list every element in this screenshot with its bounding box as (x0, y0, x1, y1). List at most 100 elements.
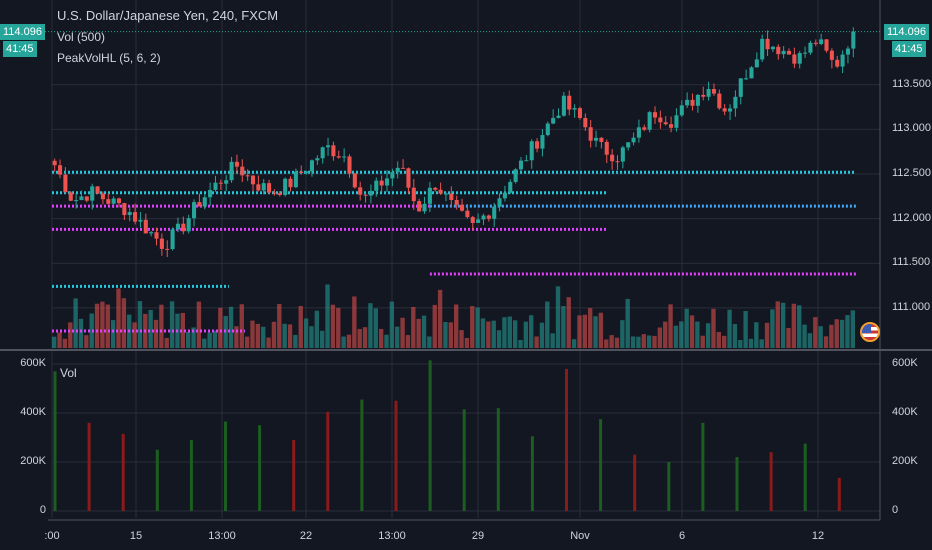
volume-overlay-bar (121, 298, 127, 348)
time-axis-label: 13:00 (378, 530, 406, 542)
candle-body (583, 117, 588, 128)
volume-overlay-bar (78, 318, 84, 348)
candle-body (786, 50, 792, 55)
candle-body (116, 198, 122, 204)
candle-body (433, 187, 438, 190)
volume-bar (428, 360, 432, 511)
candle-body (277, 193, 282, 196)
indicator-peakvolhl-legend[interactable]: PeakVolHL (5, 6, 2) (57, 51, 161, 65)
candle-body (315, 158, 320, 161)
volume-overlay-bar (389, 301, 395, 348)
candle-body (669, 124, 674, 128)
time-axis-label: 22 (299, 530, 313, 542)
volume-overlay-bar (282, 323, 287, 348)
volume-axis-label-left: 0 (39, 504, 46, 516)
volume-overlay-bar (636, 336, 641, 348)
candle-body (342, 156, 347, 158)
candle-body (229, 161, 234, 181)
candle-body (336, 156, 341, 158)
volume-overlay-bar (110, 320, 116, 348)
candle-body (803, 52, 808, 54)
candle-body (770, 46, 775, 50)
volume-overlay-bar (314, 310, 319, 348)
us-flag-event-icon[interactable] (860, 322, 880, 342)
candle-body (722, 108, 727, 112)
candle-body (395, 167, 400, 173)
candle-body (63, 174, 68, 193)
indicator-vol-legend[interactable]: Vol (500) (57, 30, 106, 44)
candle-body (320, 147, 325, 159)
candle-body (733, 96, 738, 109)
candle-body (690, 99, 695, 106)
volume-overlay-bar (373, 308, 378, 348)
volume-overlay-bar (378, 328, 384, 348)
volume-bar (53, 371, 57, 511)
volume-overlay-bar (502, 317, 507, 348)
candle-body (186, 218, 191, 232)
volume-overlay-bar (400, 317, 405, 348)
volume-overlay-bar (202, 338, 207, 348)
candle-body (572, 108, 577, 110)
candle-body (728, 108, 733, 112)
candle-body (245, 175, 250, 177)
volume-overlay-bar (212, 330, 218, 348)
candle-body (95, 186, 100, 194)
candle-body (111, 198, 116, 204)
volume-overlay-bar (261, 326, 266, 348)
volume-overlay-bar (620, 320, 625, 348)
volume-overlay-bar (159, 304, 164, 348)
candle-body (518, 160, 524, 170)
volume-overlay-bar (105, 304, 110, 348)
volume-overlay-bar (598, 312, 604, 348)
volume-overlay-bar (116, 288, 121, 348)
candle-body (422, 203, 427, 212)
volume-overlay-bar (829, 324, 834, 348)
candle-body (84, 196, 89, 201)
candle-body (288, 178, 293, 188)
volume-overlay-bar (303, 318, 309, 348)
candle-body (208, 189, 213, 198)
volume-bar (189, 439, 193, 511)
volume-overlay-bar (834, 319, 839, 348)
volume-overlay-bar (357, 328, 362, 348)
candle-body (406, 168, 411, 188)
volume-overlay-bar (228, 306, 234, 348)
volume-overlay-bar (582, 314, 587, 348)
candle-body (851, 31, 856, 49)
volume-overlay-bar (100, 301, 105, 348)
candle-body (706, 89, 711, 97)
candle-body (781, 50, 786, 55)
volume-overlay-bar (132, 322, 137, 348)
volume-overlay-bar (759, 339, 764, 348)
candle-body (476, 219, 481, 223)
volume-overlay-bar (738, 339, 743, 348)
candle-body (427, 187, 432, 204)
volume-overlay-bar (518, 339, 523, 348)
candle-body (599, 137, 604, 142)
candle-body (443, 193, 448, 195)
volume-overlay-bar (679, 321, 684, 348)
symbol-title[interactable]: U.S. Dollar/Japanese Yen, 240, FXCM (57, 8, 279, 23)
candle-body (197, 202, 202, 207)
candle-body (250, 175, 256, 185)
candle-body (567, 95, 572, 110)
volume-overlay-bar (180, 312, 185, 348)
volume-overlay-bar (732, 324, 738, 348)
volume-overlay-bar (68, 322, 73, 348)
volume-bar (87, 422, 91, 511)
volume-overlay-bar (137, 301, 143, 348)
volume-overlay-bar (437, 289, 443, 348)
volume-overlay-bar (309, 326, 314, 348)
candle-body (175, 223, 180, 230)
candle-body (513, 169, 518, 182)
volume-overlay-bar (577, 315, 582, 348)
volume-overlay-bar (470, 306, 475, 348)
volume-bar (462, 409, 466, 511)
volume-overlay-bar (786, 327, 791, 348)
volume-overlay-bar (346, 334, 352, 348)
volume-overlay-bar (630, 336, 636, 348)
candle-body (711, 89, 716, 94)
candle-body (79, 196, 84, 201)
volume-overlay-bar (234, 326, 239, 348)
